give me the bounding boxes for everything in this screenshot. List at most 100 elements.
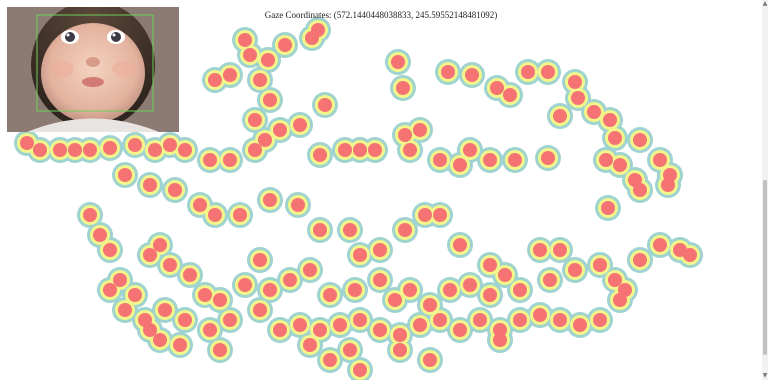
heatmap-blob xyxy=(343,343,357,357)
heatmap-blob xyxy=(353,143,367,157)
heatmap-blob xyxy=(368,143,382,157)
heatmap-blob xyxy=(178,313,192,327)
heatmap-blob xyxy=(258,133,272,147)
heatmap-blob xyxy=(93,228,107,242)
heatmap-blob xyxy=(343,223,357,237)
heatmap-blob xyxy=(20,136,34,150)
heatmap-blob xyxy=(493,323,507,337)
heatmap-blob xyxy=(158,303,172,317)
heatmap-blob xyxy=(393,343,407,357)
heatmap-blob xyxy=(398,128,412,142)
heatmap-blob xyxy=(353,313,367,327)
heatmap-blob xyxy=(653,238,667,252)
heatmap-blob xyxy=(553,243,567,257)
heatmap-blob xyxy=(423,298,437,312)
heatmap-blob xyxy=(153,333,167,347)
heatmap-blob xyxy=(541,65,555,79)
heatmap-blob xyxy=(311,23,325,37)
heatmap-blob xyxy=(283,273,297,287)
heatmap-blob xyxy=(163,138,177,152)
heatmap-blob xyxy=(403,143,417,157)
heatmap-blob xyxy=(613,293,627,307)
heatmap-blob xyxy=(443,283,457,297)
heatmap-blob xyxy=(148,143,162,157)
heatmap-blob xyxy=(393,328,407,342)
heatmap-blob xyxy=(398,223,412,237)
heatmap-blob xyxy=(248,113,262,127)
baby-face-image xyxy=(7,7,179,132)
heatmap-blob xyxy=(183,268,197,282)
heatmap-blob xyxy=(291,198,305,212)
heatmap-blob xyxy=(248,143,262,157)
heatmap-blob xyxy=(571,91,585,105)
heatmap-blob xyxy=(313,323,327,337)
heatmap-blob xyxy=(83,208,97,222)
heatmap-blob xyxy=(633,133,647,147)
heatmap-blob xyxy=(463,143,477,157)
heatmap-blob xyxy=(253,73,267,87)
heatmap-blob xyxy=(168,183,182,197)
heatmap-blob xyxy=(293,118,307,132)
scroll-thumb[interactable] xyxy=(763,180,767,355)
heatmap-blob xyxy=(83,143,97,157)
heatmap-blob xyxy=(513,283,527,297)
heatmap-blob xyxy=(508,153,522,167)
heatmap-blob xyxy=(633,183,647,197)
heatmap-blob xyxy=(153,238,167,252)
heatmap-blob xyxy=(533,243,547,257)
heatmap-blob xyxy=(403,283,417,297)
heatmap-blob xyxy=(263,283,277,297)
heatmap-blob xyxy=(303,263,317,277)
heatmap-blob xyxy=(323,288,337,302)
heatmap-blob xyxy=(453,238,467,252)
heatmap-blob xyxy=(223,68,237,82)
heatmap-blob xyxy=(568,263,582,277)
heatmap-blob xyxy=(128,138,142,152)
heatmap-blob xyxy=(493,333,507,347)
heatmap-blob xyxy=(323,353,337,367)
heatmap-blob xyxy=(661,178,675,192)
heatmap-blob xyxy=(253,253,267,267)
scroll-up-icon[interactable]: ▲ xyxy=(762,0,768,7)
heatmap-blob xyxy=(413,318,427,332)
heatmap-blob xyxy=(513,313,527,327)
heatmap-blob xyxy=(103,283,117,297)
heatmap-blob xyxy=(490,81,504,95)
heatmap-blob xyxy=(599,153,613,167)
heatmap-blob xyxy=(553,313,567,327)
heatmap-blob xyxy=(313,148,327,162)
heatmap-blob xyxy=(53,143,67,157)
heatmap-blob xyxy=(303,338,317,352)
heatmap-blob xyxy=(423,353,437,367)
heatmap-blob xyxy=(608,131,622,145)
heatmap-blob xyxy=(653,153,667,167)
heatmap-blob xyxy=(213,343,227,357)
heatmap-blob xyxy=(483,258,497,272)
heatmap-blob xyxy=(683,248,697,262)
heatmap-blob xyxy=(223,313,237,327)
heatmap-blob xyxy=(503,88,517,102)
heatmap-blob xyxy=(263,193,277,207)
heatmap-blob xyxy=(603,113,617,127)
heatmap-blob xyxy=(568,75,582,89)
heatmap-blob xyxy=(483,153,497,167)
heatmap-blob xyxy=(273,123,287,137)
scroll-down-icon[interactable]: ▼ xyxy=(762,372,768,379)
heatmap-blob xyxy=(203,153,217,167)
heatmap-blob xyxy=(473,313,487,327)
heatmap-blob xyxy=(163,258,177,272)
heatmap-blob xyxy=(593,313,607,327)
heatmap-blob xyxy=(601,201,615,215)
heatmap-blob xyxy=(388,293,402,307)
heatmap-blob xyxy=(396,81,410,95)
heatmap-blob xyxy=(533,308,547,322)
heatmap-blob xyxy=(208,208,222,222)
heatmap-blob xyxy=(633,253,647,267)
heatmap-blob xyxy=(103,141,117,155)
vertical-scrollbar[interactable]: ▲ ▼ xyxy=(762,0,768,380)
webcam-preview xyxy=(7,7,179,132)
heatmap-blob xyxy=(613,158,627,172)
heatmap-blob xyxy=(143,248,157,262)
